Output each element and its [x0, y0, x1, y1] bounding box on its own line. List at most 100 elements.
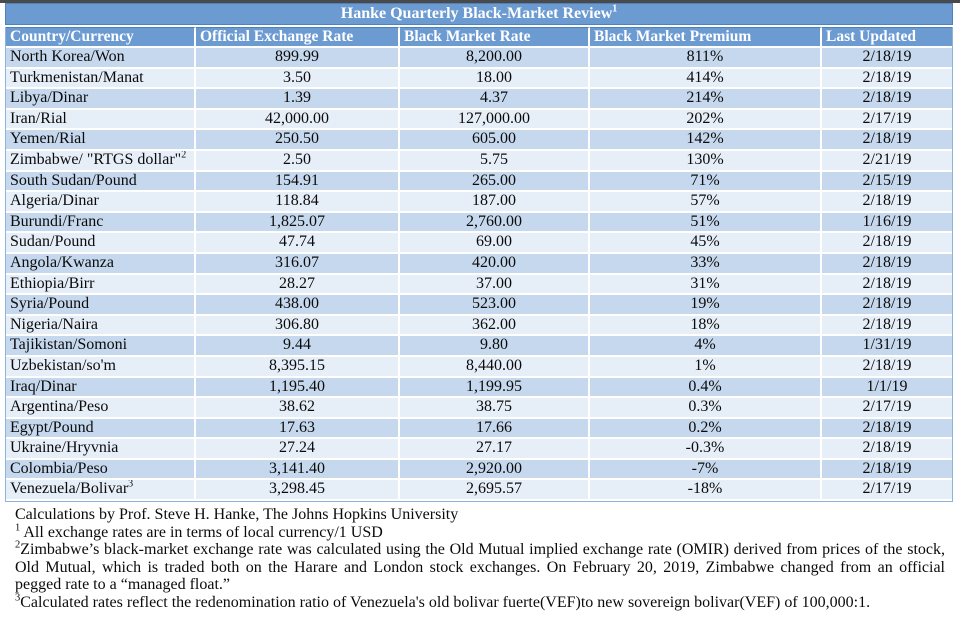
cell-last-updated: 1/16/19	[822, 212, 952, 234]
cell-last-updated: 2/18/19	[822, 295, 952, 316]
cell-black-market-rate: 69.00	[400, 233, 590, 254]
cell-official-rate: 250.50	[196, 130, 400, 151]
cell-last-updated: 2/18/19	[822, 130, 952, 151]
table-row: Libya/Dinar 1.39 4.37 214% 2/18/19	[6, 89, 952, 110]
table-row: North Korea/Won 899.99 8,200.00 811% 2/18/19	[6, 48, 952, 69]
cell-country: Ethiopia/Birr	[6, 274, 196, 296]
table-row: Turkmenistan/Manat 3.50 18.00 414% 2/18/19	[6, 68, 952, 90]
cell-official-rate: 438.00	[196, 295, 400, 316]
cell-black-market-rate: 37.00	[400, 274, 590, 296]
cell-last-updated: 2/18/19	[822, 439, 952, 460]
cell-official-rate: 28.27	[196, 274, 400, 296]
cell-last-updated: 2/17/19	[822, 398, 952, 419]
cell-black-market-rate: 5.75	[400, 150, 590, 172]
window-top-edge	[0, 0, 960, 3]
cell-country: Libya/Dinar	[6, 89, 196, 110]
table-row: Algeria/Dinar 118.84 187.00 57% 2/18/19	[6, 192, 952, 213]
cell-black-market-rate: 127,000.00	[400, 109, 590, 131]
table-row: Venezuela/Bolivar3 3,298.45 2,695.57 -18% 2/…	[6, 480, 952, 502]
cell-black-market-rate: 2,760.00	[400, 212, 590, 234]
cell-official-rate: 38.62	[196, 398, 400, 419]
column-header-country: Country/Currency	[6, 27, 196, 48]
cell-country: Colombia/Peso	[6, 459, 196, 481]
cell-black-market-rate: 362.00	[400, 315, 590, 337]
cell-official-rate: 3,141.40	[196, 459, 400, 481]
table-row: Burundi/Franc 1,825.07 2,760.00 51% 1/16/19	[6, 212, 952, 234]
table-title-superscript: 1	[612, 3, 618, 15]
footnotes: Calculations by Prof. Steve H. Hanke, Th…	[15, 506, 945, 612]
cell-official-rate: 8,395.15	[196, 356, 400, 378]
credit-line: Calculations by Prof. Steve H. Hanke, Th…	[15, 506, 459, 524]
cell-country: Iraq/Dinar	[6, 377, 196, 399]
cell-last-updated: 2/18/19	[822, 48, 952, 69]
cell-premium: 0.4%	[590, 377, 822, 399]
cell-last-updated: 2/18/19	[822, 274, 952, 296]
cell-last-updated: 2/18/19	[822, 459, 952, 481]
table-row: Zimbabwe/ "RTGS dollar"2 2.50 5.75 130% 2/21…	[6, 150, 952, 172]
cell-black-market-rate: 38.75	[400, 398, 590, 419]
cell-black-market-rate: 17.66	[400, 418, 590, 440]
cell-last-updated: 2/18/19	[822, 253, 952, 275]
cell-premium: 18%	[590, 315, 822, 337]
cell-country: Egypt/Pound	[6, 418, 196, 440]
cell-last-updated: 2/18/19	[822, 192, 952, 213]
table-row: Argentina/Peso 38.62 38.75 0.3% 2/17/19	[6, 398, 952, 419]
table-row: Uzbekistan/so'm 8,395.15 8,440.00 1% 2/18/19	[6, 356, 952, 378]
cell-official-rate: 118.84	[196, 192, 400, 213]
cell-black-market-rate: 1,199.95	[400, 377, 590, 399]
cell-country: Tajikistan/Somoni	[6, 336, 196, 357]
exchange-rate-table: Country/Currency Official Exchange Rate …	[6, 27, 952, 502]
cell-official-rate: 1.39	[196, 89, 400, 110]
cell-black-market-rate: 2,695.57	[400, 480, 590, 502]
cell-country: Venezuela/Bolivar3	[6, 480, 196, 502]
cell-black-market-rate: 420.00	[400, 253, 590, 275]
cell-last-updated: 2/18/19	[822, 418, 952, 440]
table-row: South Sudan/Pound 154.91 265.00 71% 2/15/19	[6, 171, 952, 193]
column-header-last-updated: Last Updated	[822, 27, 952, 48]
footnote-3-text: Calculated rates reflect the redenominat…	[20, 594, 871, 612]
cell-official-rate: 42,000.00	[196, 109, 400, 131]
cell-official-rate: 27.24	[196, 439, 400, 460]
cell-premium: 71%	[590, 171, 822, 193]
table-row: Ukraine/Hryvnia 27.24 27.17 -0.3% 2/18/19	[6, 439, 952, 460]
cell-premium: 0.3%	[590, 398, 822, 419]
cell-black-market-rate: 8,200.00	[400, 48, 590, 69]
footnote-3-marker: 3	[15, 592, 21, 604]
table-row: Colombia/Peso 3,141.40 2,920.00 -7% 2/18/19	[6, 459, 952, 481]
cell-country: Turkmenistan/Manat	[6, 68, 196, 90]
cell-country: Syria/Pound	[6, 295, 196, 316]
cell-last-updated: 2/18/19	[822, 315, 952, 337]
footnote-2-text: Zimbabwe’s black-market exchange rate wa…	[15, 541, 945, 594]
cell-black-market-rate: 8,440.00	[400, 356, 590, 378]
table-body: North Korea/Won 899.99 8,200.00 811% 2/18/19…	[6, 48, 952, 502]
cell-last-updated: 2/18/19	[822, 356, 952, 378]
cell-official-rate: 3.50	[196, 68, 400, 90]
footnote-2: 2Zimbabwe’s black-market exchange rate w…	[15, 540, 945, 594]
cell-country: South Sudan/Pound	[6, 171, 196, 193]
cell-black-market-rate: 523.00	[400, 295, 590, 316]
cell-country: Yemen/Rial	[6, 130, 196, 151]
cell-last-updated: 2/15/19	[822, 171, 952, 193]
cell-country: Uzbekistan/so'm	[6, 356, 196, 378]
footnote-1-text: All exchange rates are in terms of local…	[20, 523, 383, 541]
footnote-1: 1 All exchange rates are in terms of loc…	[15, 523, 945, 542]
cell-official-rate: 306.80	[196, 315, 400, 337]
cell-country: Algeria/Dinar	[6, 192, 196, 213]
cell-official-rate: 9.44	[196, 336, 400, 357]
cell-black-market-rate: 27.17	[400, 439, 590, 460]
cell-premium: 202%	[590, 109, 822, 131]
table-row: Yemen/Rial 250.50 605.00 142% 2/18/19	[6, 130, 952, 151]
cell-black-market-rate: 187.00	[400, 192, 590, 213]
cell-premium: 414%	[590, 68, 822, 90]
cell-premium: 811%	[590, 48, 822, 69]
cell-premium: 31%	[590, 274, 822, 296]
cell-last-updated: 2/17/19	[822, 480, 952, 502]
cell-last-updated: 2/18/19	[822, 89, 952, 110]
table-row: Iraq/Dinar 1,195.40 1,199.95 0.4% 1/1/19	[6, 377, 952, 399]
cell-premium: -18%	[590, 480, 822, 502]
table-row: Egypt/Pound 17.63 17.66 0.2% 2/18/19	[6, 418, 952, 440]
cell-official-rate: 899.99	[196, 48, 400, 69]
black-market-review-table: Hanke Quarterly Black-Market Review1 Cou…	[5, 3, 953, 612]
cell-official-rate: 1,825.07	[196, 212, 400, 234]
cell-official-rate: 2.50	[196, 150, 400, 172]
